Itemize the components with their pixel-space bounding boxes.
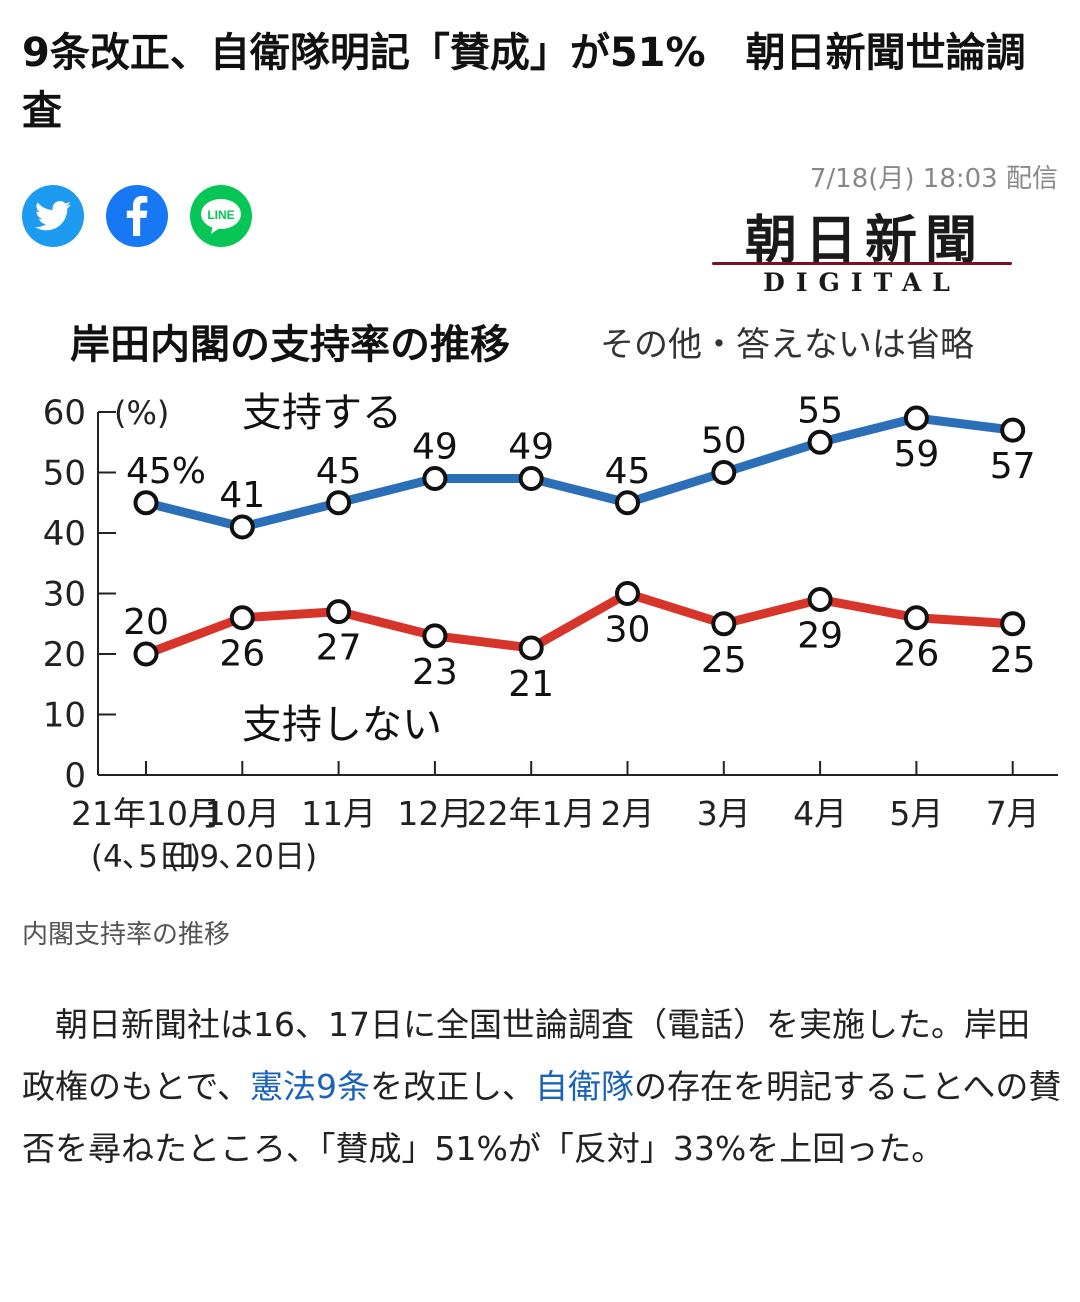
data-label: 25 — [990, 640, 1036, 681]
data-label: 45 — [605, 451, 651, 492]
article-title: 9条改正、自衛隊明記「賛成」が51% 朝日新聞世論調査 — [22, 30, 1026, 134]
chart-svg: 岸田内閣の支持率の推移 その他・答えないは省略 (%) 0 10 20 30 40 50 6… — [43, 322, 1058, 875]
data-point — [1000, 417, 1026, 443]
y-tick-label: 60 — [43, 393, 86, 433]
data-point — [711, 611, 737, 637]
data-point — [903, 405, 929, 431]
y-tick-label: 40 — [43, 514, 86, 554]
data-point — [518, 635, 544, 661]
data-point — [903, 605, 929, 631]
data-point — [133, 641, 159, 667]
data-point — [807, 429, 833, 455]
asahi-digital-logo: 朝日新聞 DIGITAL — [712, 198, 1012, 298]
y-tick-label: 0 — [64, 756, 86, 796]
facebook-f-icon — [126, 196, 148, 236]
article-body: 朝日新聞社は16、17日に全国世論調査（電話）を実施した。岸田政権のもとで、憲法… — [22, 994, 1062, 1180]
data-point — [807, 587, 833, 613]
line-share-button[interactable]: LINE — [190, 185, 252, 247]
twitter-bird-icon — [35, 201, 71, 231]
data-point — [615, 581, 640, 606]
link-constitution-article9[interactable]: 憲法9条 — [250, 1067, 371, 1106]
x-tick-label: 3月 — [697, 794, 751, 833]
x-tick-label: 4月 — [793, 794, 847, 833]
series-line-0 — [141, 413, 1018, 532]
x-tick-label: 11月 — [301, 794, 376, 833]
data-label: 30 — [605, 610, 651, 651]
line-icon: LINE — [201, 199, 241, 234]
data-label: 26 — [219, 634, 265, 675]
data-label: 45 — [316, 451, 362, 492]
data-point — [422, 623, 448, 649]
data-point — [422, 466, 448, 492]
data-label: 26 — [893, 634, 939, 675]
body-text-2: を改正し、 — [370, 1067, 536, 1106]
data-label: 41 — [219, 475, 265, 516]
body-text-3: の存在を明記することへの賛否を尋ねたところ、「賛成」51%が「反対」33%を上回… — [22, 1067, 1062, 1168]
chart-subtitle: その他・答えないは省略 — [600, 325, 974, 365]
data-label: 20 — [123, 602, 169, 643]
series-name-nonsupport: 支持しない — [242, 702, 442, 748]
data-label: 49 — [508, 427, 554, 468]
twitter-share-button[interactable] — [22, 185, 84, 247]
y-tick-label: 20 — [43, 635, 86, 675]
data-label: 21 — [508, 664, 554, 705]
x-tick-sublabel: (19､20日) — [168, 839, 318, 875]
chart-axes: 0 10 20 30 40 50 60 21年10月 (4､5日)10月 (19､20日) 11月 1… — [43, 393, 1058, 875]
data-label: 45% — [126, 451, 206, 492]
x-tick-label: 21年10月 — [71, 794, 221, 833]
data-point — [615, 490, 640, 516]
x-tick-label: 2月 — [601, 794, 655, 833]
data-point — [133, 490, 159, 516]
link-self-defense-forces[interactable]: 自衛隊 — [535, 1067, 635, 1106]
y-tick-label: 10 — [43, 696, 86, 736]
data-label: 57 — [990, 446, 1036, 487]
data-point — [711, 460, 737, 485]
body-text-1: 朝日新聞社は16、17日に全国世論調査（電話）を実施した。岸田政権のもとで、 — [22, 1005, 1030, 1106]
x-tick-label: 12月 — [397, 794, 472, 833]
x-tick-label: 22年1月 — [467, 794, 596, 833]
data-label: 59 — [893, 434, 939, 475]
chart-title: 岸田内閣の支持率の推移 — [70, 322, 510, 368]
chart-caption: 内閣支持率の推移 — [22, 920, 231, 950]
data-label: 27 — [316, 628, 362, 669]
y-tick-label: 50 — [43, 454, 86, 494]
y-axis-unit: (%) — [114, 394, 169, 432]
data-label: 29 — [797, 616, 843, 657]
data-label: 49 — [412, 427, 458, 468]
x-tick-label: 5月 — [889, 794, 943, 833]
logo-japanese: 朝日新聞 — [744, 210, 985, 271]
logo-underline — [712, 262, 1012, 265]
logo-english: DIGITAL — [763, 268, 961, 297]
data-label: 23 — [412, 652, 458, 693]
data-label: 50 — [701, 421, 747, 462]
data-label: 25 — [701, 640, 747, 681]
facebook-share-button[interactable] — [106, 185, 168, 247]
x-tick-sublabel: (4､5日) — [91, 839, 201, 875]
series-line-1 — [141, 589, 1018, 659]
series-name-support: 支持する — [242, 390, 402, 436]
data-point — [229, 605, 255, 631]
x-tick-label: 7月 — [986, 794, 1040, 833]
data-point — [326, 599, 352, 625]
data-label: 55 — [797, 390, 843, 431]
x-tick-label: 10月 — [205, 794, 280, 833]
line-icon-label: LINE — [207, 208, 234, 222]
y-tick-label: 30 — [43, 575, 86, 615]
series-layer: 45% 41 45 49 49 45 50 55 59 57 20 26 27 23 21 30 25 29 26 2… — [123, 390, 1036, 748]
approval-rating-chart: 岸田内閣の支持率の推移 その他・答えないは省略 (%) 0 10 20 30 40 50 6… — [0, 300, 1080, 900]
publish-date: 7/18(月) 18:03 配信 — [809, 164, 1058, 194]
data-point — [518, 466, 544, 492]
data-point — [229, 514, 255, 540]
data-point — [326, 490, 352, 516]
data-point — [1000, 611, 1026, 637]
